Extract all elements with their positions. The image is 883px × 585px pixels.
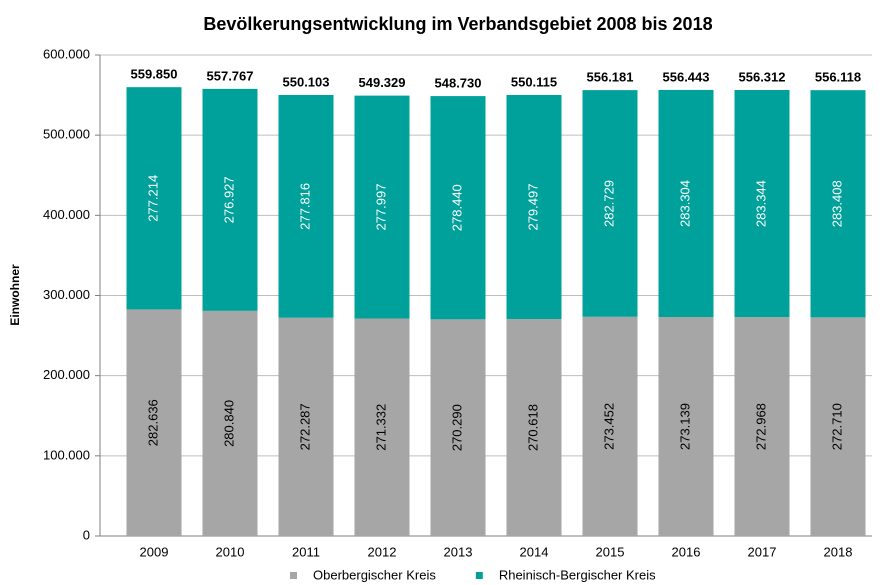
bar-segment	[202, 88, 258, 311]
y-tick-label: 500.000	[43, 127, 90, 142]
value-label: 283.304	[677, 180, 692, 227]
value-label: 282.636	[145, 399, 160, 446]
total-label: 548.730	[435, 76, 482, 91]
total-label: 557.767	[207, 68, 254, 83]
total-label: 556.118	[815, 70, 861, 85]
value-label: 270.290	[449, 404, 464, 451]
x-tick-label: 2015	[596, 544, 625, 559]
total-label: 550.103	[283, 74, 330, 89]
x-tick-label: 2012	[368, 544, 397, 559]
value-label: 283.344	[753, 180, 768, 227]
y-tick-label: 0	[83, 527, 90, 542]
legend-swatch	[475, 572, 483, 579]
value-label: 277.214	[145, 175, 160, 222]
bar-segment	[658, 317, 714, 536]
bar-segment	[810, 90, 866, 318]
total-label: 556.312	[739, 69, 786, 84]
x-tick-label: 2016	[672, 544, 701, 559]
total-label: 550.115	[511, 74, 557, 89]
bar-segment	[354, 318, 410, 536]
y-tick-label: 200.000	[43, 367, 90, 382]
bar-segment	[734, 317, 790, 536]
value-label: 272.710	[829, 403, 844, 450]
y-tick-label: 600.000	[43, 46, 90, 61]
x-tick-label: 2010	[216, 544, 245, 559]
total-label: 556.181	[587, 70, 634, 85]
bar-segment	[734, 90, 790, 318]
y-tick-label: 400.000	[43, 207, 90, 222]
bar-segment	[430, 96, 486, 320]
value-label: 273.139	[677, 403, 692, 450]
y-axis-title: Einwohner	[8, 264, 22, 326]
bar-segment	[506, 319, 562, 536]
legend-label: Rheinisch-Bergischer Kreis	[499, 567, 656, 582]
value-label: 272.287	[297, 403, 312, 450]
value-label: 282.729	[601, 180, 616, 227]
bar-segment	[658, 89, 714, 318]
value-label: 276.927	[221, 176, 236, 223]
value-label: 280.840	[221, 400, 236, 447]
bar-segment	[430, 319, 486, 536]
chart-title: Bevölkerungsentwicklung im Verbandsgebie…	[203, 14, 712, 34]
x-tick-label: 2014	[520, 544, 549, 559]
bar-segment	[810, 317, 866, 536]
x-tick-label: 2017	[748, 544, 777, 559]
value-label: 278.440	[449, 184, 464, 231]
bar-segment	[202, 310, 258, 536]
value-label: 271.332	[373, 404, 388, 451]
value-label: 277.816	[297, 183, 312, 230]
value-label: 272.968	[753, 403, 768, 450]
legend-label: Oberbergischer Kreis	[313, 567, 436, 582]
bar-segment	[126, 309, 182, 536]
bar-segment	[126, 87, 182, 310]
total-label: 556.443	[663, 69, 710, 84]
value-label: 279.497	[525, 184, 540, 231]
bar-segment	[506, 94, 562, 320]
bar-segment	[582, 90, 638, 317]
value-label: 273.452	[601, 403, 616, 450]
x-tick-label: 2013	[444, 544, 473, 559]
x-tick-label: 2011	[292, 544, 320, 559]
bar-segment	[278, 95, 334, 318]
value-label: 277.997	[373, 184, 388, 231]
bar-segment	[278, 317, 334, 536]
value-label: 270.618	[525, 404, 540, 451]
legend-swatch	[290, 572, 297, 579]
total-label: 549.329	[359, 75, 406, 90]
x-tick-label: 2018	[824, 544, 853, 559]
bar-segment	[354, 95, 410, 319]
total-label: 559.850	[131, 67, 178, 82]
y-tick-label: 300.000	[43, 287, 90, 302]
value-label: 283.408	[829, 180, 844, 227]
bar-segment	[582, 316, 638, 536]
y-tick-label: 100.000	[43, 447, 90, 462]
x-tick-label: 2009	[140, 544, 169, 559]
